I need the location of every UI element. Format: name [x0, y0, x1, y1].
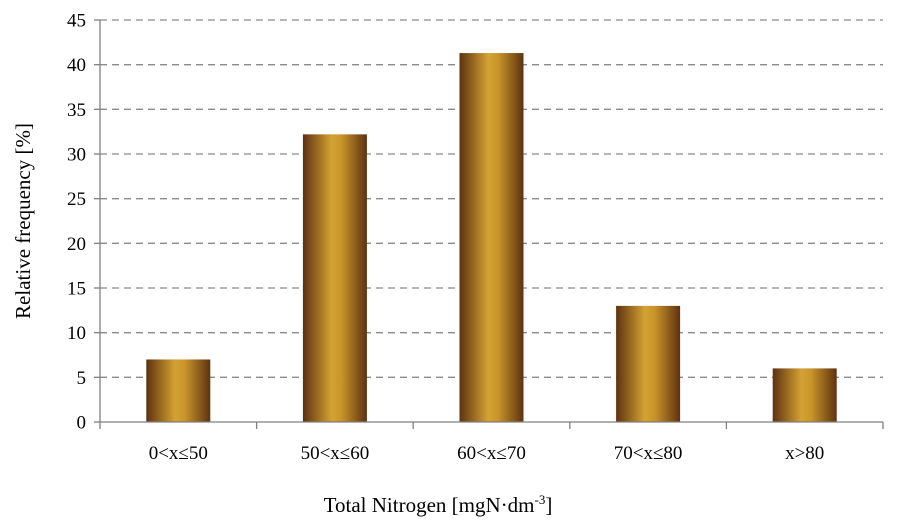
bars	[146, 53, 837, 422]
y-tick-label: 30	[67, 145, 86, 166]
x-axis-title: Total Nitrogen [mgN·dm-3]	[324, 492, 553, 517]
bar	[616, 305, 681, 422]
y-tick-label: 40	[67, 55, 86, 76]
y-tick-label: 10	[67, 323, 86, 344]
x-tick-label: 70<x≤80	[614, 443, 683, 464]
x-tick-label: x>80	[785, 443, 824, 464]
bar	[302, 134, 367, 422]
y-tick-label: 35	[67, 100, 86, 121]
y-axis-title: Relative frequency [%]	[11, 123, 35, 319]
x-tick-label: 0<x≤50	[149, 443, 208, 464]
y-tick-labels: 0 5 10 15 20 25 30 35 40 45	[67, 11, 86, 434]
y-tick-label: 45	[67, 11, 86, 32]
x-axis-title-superscript: -3	[534, 492, 545, 507]
y-tick-label: 0	[77, 413, 87, 434]
bar	[772, 368, 837, 422]
bar	[146, 359, 211, 422]
y-tick-label: 15	[67, 279, 86, 300]
axes	[94, 19, 884, 429]
x-axis-title-suffix: ]	[545, 493, 552, 517]
x-tick-label: 60<x≤70	[457, 443, 526, 464]
y-tick-label: 25	[67, 189, 86, 210]
y-tick-label: 5	[77, 368, 87, 389]
x-tick-labels: 0<x≤50 50<x≤60 60<x≤70 70<x≤80 x>80	[149, 443, 825, 464]
x-axis-title-main: Total Nitrogen [mgN·dm	[324, 493, 535, 517]
bar	[459, 53, 524, 422]
x-tick-label: 50<x≤60	[301, 443, 370, 464]
y-tick-label: 20	[67, 234, 86, 255]
grid-lines	[100, 19, 883, 378]
